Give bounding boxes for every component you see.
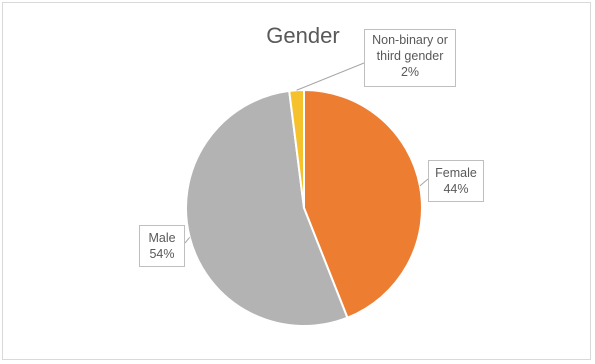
leader-line-female bbox=[419, 178, 429, 187]
pie-slices bbox=[185, 88, 424, 327]
data-label-nonbinary-name-2: third gender bbox=[376, 49, 444, 63]
data-label-male-name: Male bbox=[148, 231, 176, 245]
data-label-male: Male 54% bbox=[139, 225, 185, 267]
chart-area: Gender Non-binary or third gender 2% Fem… bbox=[2, 2, 591, 360]
data-label-female: Female 44% bbox=[428, 160, 484, 202]
data-label-nonbinary-name-1: Non-binary or bbox=[372, 33, 448, 47]
pie-slice-female bbox=[303, 88, 424, 320]
data-label-male-value: 54% bbox=[149, 247, 175, 261]
data-label-female-name: Female bbox=[435, 166, 477, 180]
leader-lines bbox=[184, 62, 429, 244]
pie-chart bbox=[184, 62, 429, 327]
chart-title: Gender bbox=[266, 23, 340, 48]
pie-slice-male bbox=[185, 89, 349, 327]
leader-line-nonbinary bbox=[296, 62, 365, 91]
data-label-nonbinary-value: 2% bbox=[400, 65, 420, 79]
data-label-female-value: 44% bbox=[443, 182, 469, 196]
data-label-nonbinary: Non-binary or third gender 2% bbox=[364, 29, 456, 87]
leader-line-male bbox=[184, 237, 191, 244]
